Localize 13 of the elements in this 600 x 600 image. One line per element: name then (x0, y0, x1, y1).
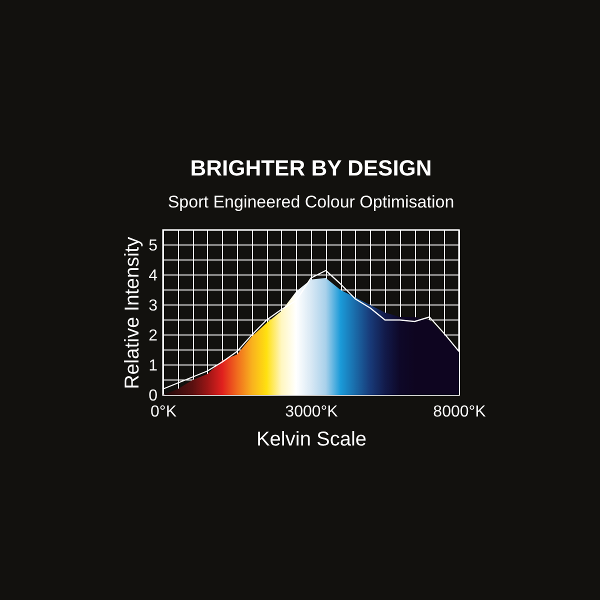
y-tick-label: 3 (148, 298, 158, 314)
y-tick-label: 4 (148, 268, 158, 284)
y-axis-title: Relative Intensity (122, 236, 144, 390)
y-tick-label: 1 (148, 358, 158, 374)
chart-subtitle: Sport Engineered Colour Optimisation (168, 192, 454, 212)
x-tick-label: 0°K (150, 404, 177, 420)
y-tick-label: 5 (148, 238, 158, 254)
x-axis-title: Kelvin Scale (256, 428, 367, 450)
chart-title: BRIGHTER BY DESIGN (190, 156, 432, 180)
y-tick-label: 0 (148, 388, 158, 404)
y-tick-label: 2 (148, 328, 158, 344)
x-tick-label: 8000°K (433, 404, 486, 420)
x-tick-label: 3000°K (285, 404, 338, 420)
